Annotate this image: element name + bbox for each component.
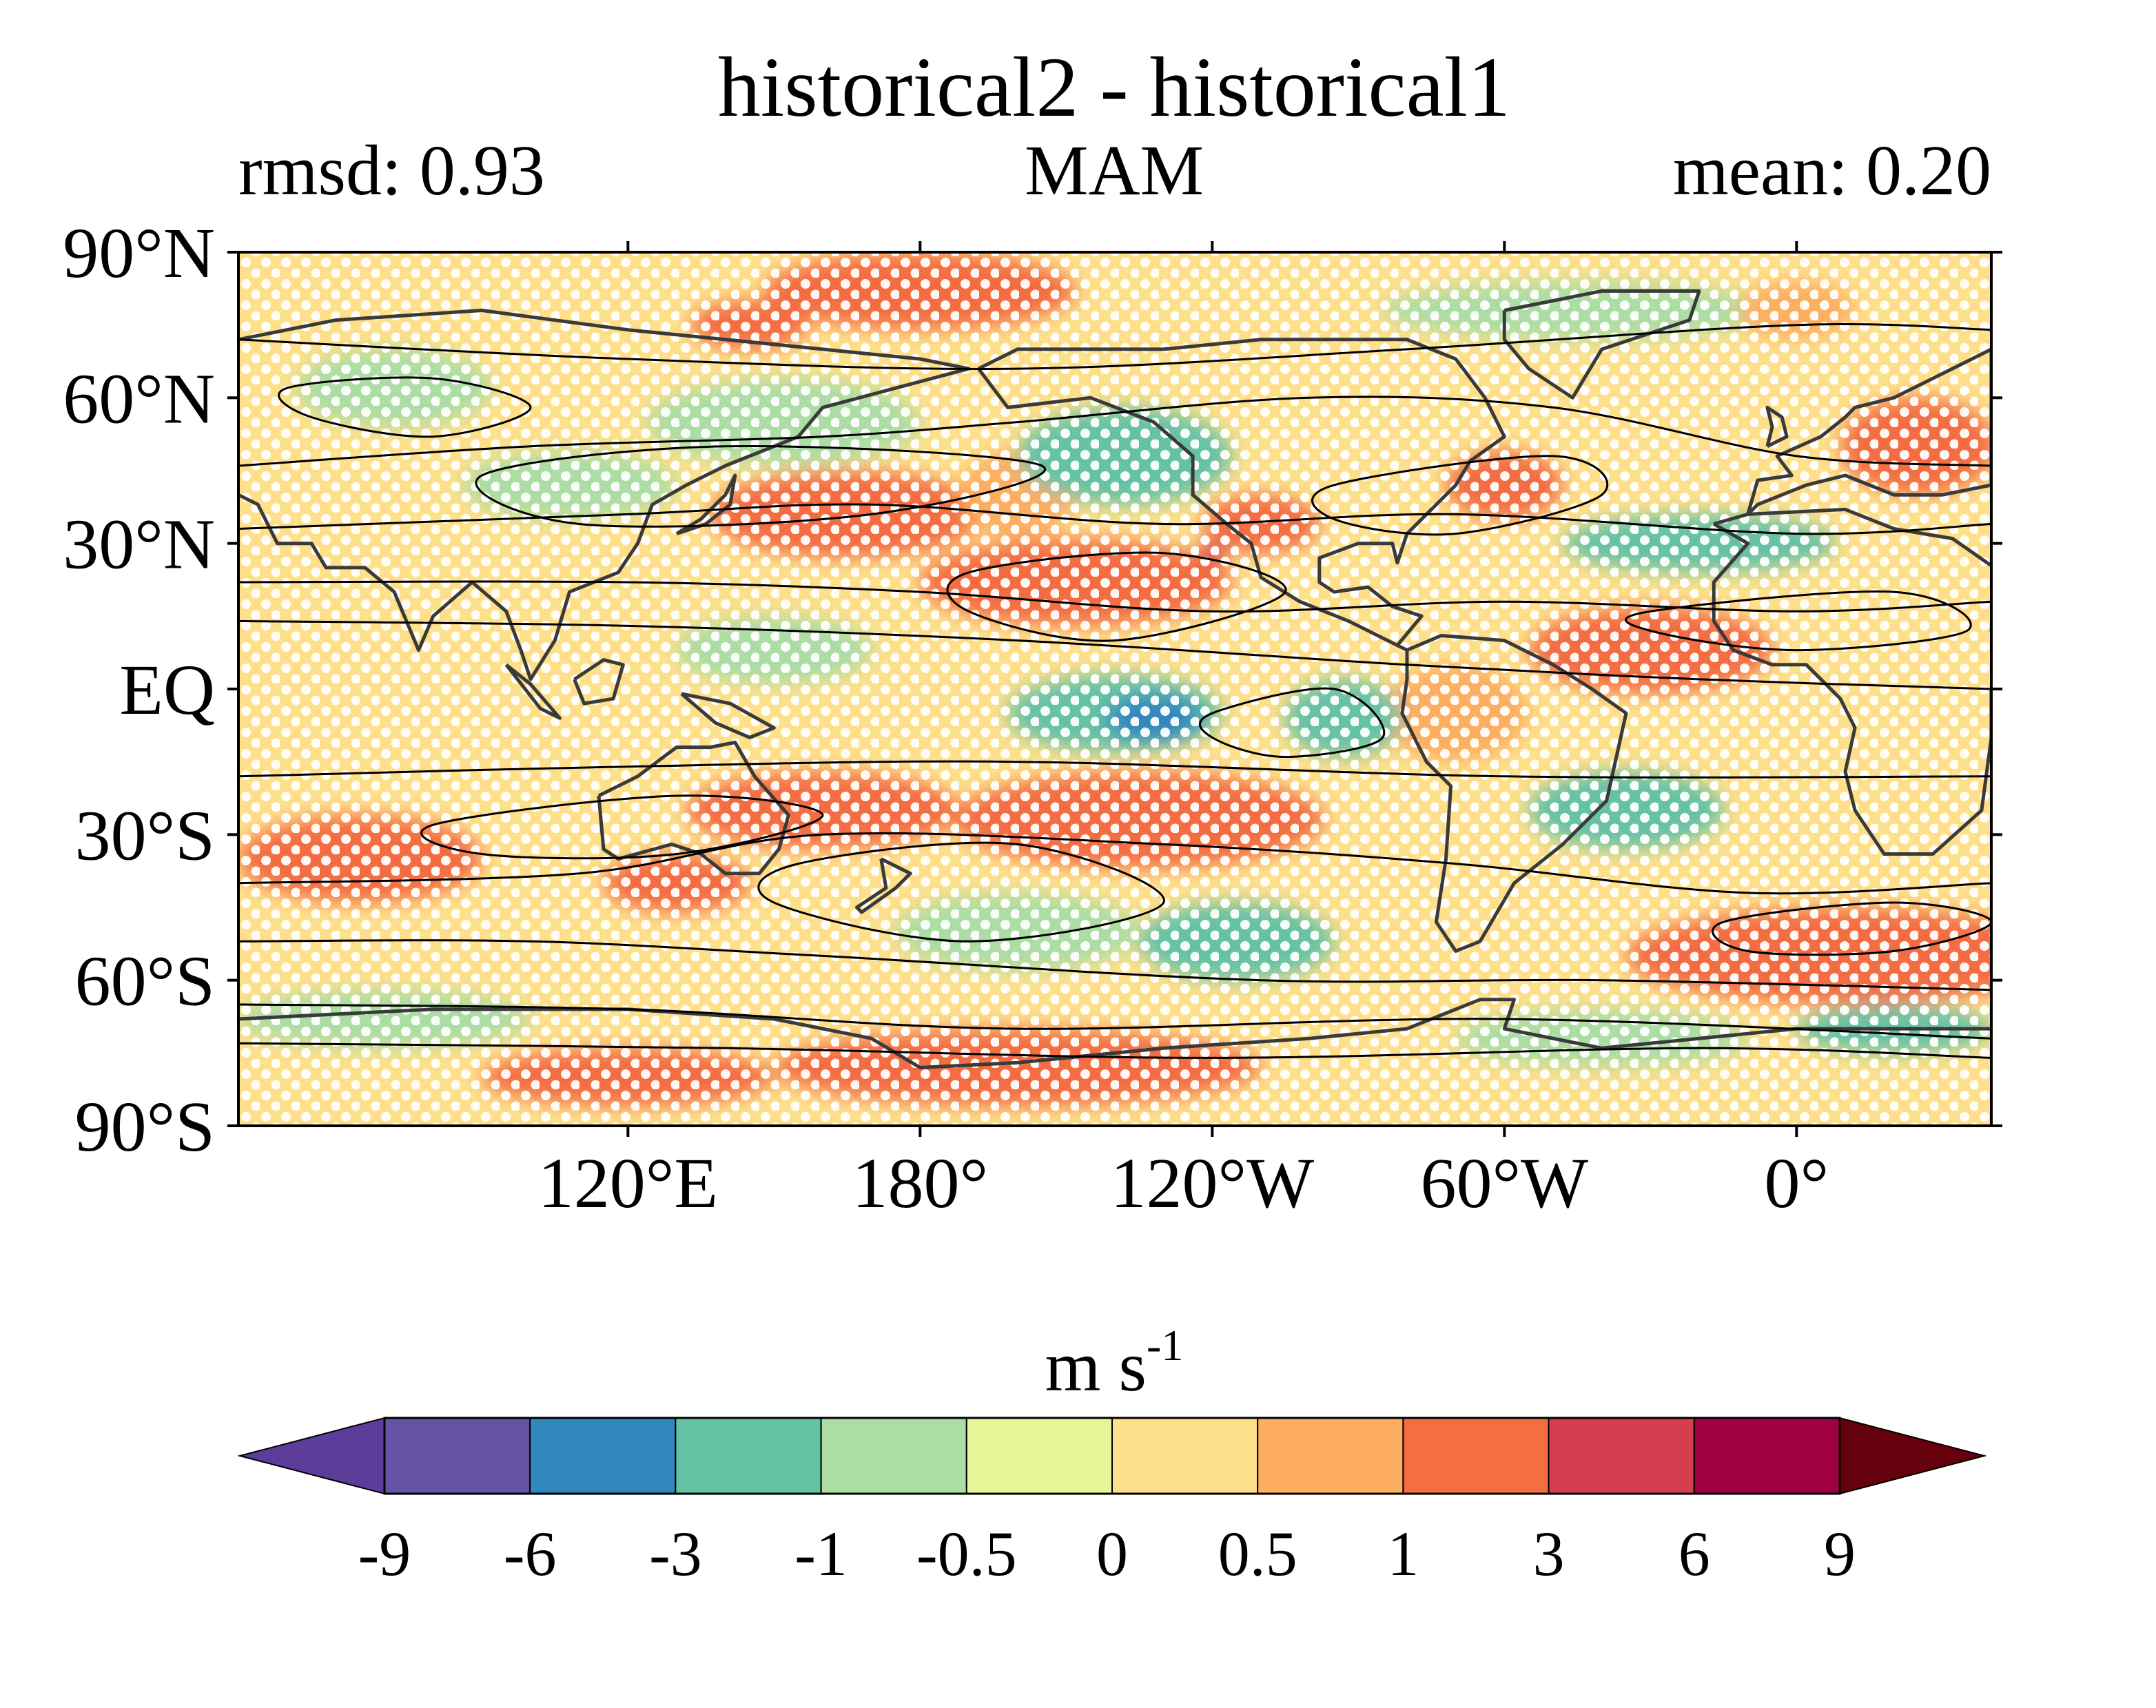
contour-line-1 [238,395,1991,467]
map-plot-area [238,252,2040,1126]
colorbar-tick-label: -1 [794,1519,848,1589]
colorbar-bin [1693,1417,1841,1494]
coastline-asia [238,309,971,681]
contour-line-13 [420,794,824,860]
colorbar-unit-exponent: -1 [1147,1321,1183,1370]
coastline-australia [597,741,790,876]
colorbar-tick-label: 6 [1678,1519,1710,1589]
colorbar-tick-label: -0.5 [916,1519,1017,1589]
contour-line-4 [238,619,1991,690]
colorbar-outline [383,1417,1841,1495]
coastline-north-america [977,338,1506,652]
colorbar-tick-label: 0 [1096,1519,1128,1589]
y-tick-label: 30°N [63,505,215,584]
coastline-antarctica [238,998,1991,1069]
colorbar-tick-label: 1 [1387,1519,1419,1589]
contour-line-10 [1198,687,1386,759]
contour-line-9 [1625,590,1972,652]
coastline-borneo [573,658,625,706]
contour-line-3 [238,580,1991,613]
colorbar-tick-label: -6 [504,1519,557,1589]
coastline-madagascar [2006,748,2040,811]
colorbar-bin [529,1417,677,1494]
colorbar-tick-label: 9 [1824,1519,1856,1589]
climatology-contours [238,322,1991,1059]
contour-line-14 [757,841,1165,943]
colorbar-tick-label: 3 [1533,1519,1565,1589]
colorbar-label: m s-1 [1045,1321,1184,1406]
colorbar-bin [1111,1417,1259,1494]
colorbar-bin [965,1417,1113,1494]
significance-stippling [238,252,1991,1126]
colorbar-bin [675,1417,822,1494]
x-tick-label: 120°E [538,1144,718,1223]
colorbar-tick-label: -9 [358,1519,411,1589]
colorbar-tick-label: -3 [649,1519,702,1589]
x-tick-label: 0° [1765,1144,1829,1223]
coastline-sumatra [504,663,562,720]
coastline-greenland [1502,289,1701,400]
contour-line-6 [475,445,1047,528]
coastline-new-zealand [855,857,912,914]
colorbar-extend-min [237,1417,385,1495]
coastline-south-america [1400,634,1628,953]
chart-title: historical2 - historical1 [718,40,1510,134]
map-axes: 120°E 180° 120°W 60°W 0° 90°N 60°N 30°N EQ 30°S 60… [63,214,2002,1223]
colorbar-bin [384,1417,531,1494]
season-label: MAM [1025,131,1204,210]
contour-line-8 [1311,455,1609,536]
y-tick-label: 60°N [63,359,215,438]
colorbar-bin [1257,1417,1404,1494]
contour-line-5 [278,376,532,438]
y-tick-label: 60°S [75,942,215,1021]
y-tick-label: 90°N [63,214,215,293]
contour-line-18 [238,1042,1991,1059]
contour-line-2 [238,503,1991,535]
contour-line-17 [238,1003,1991,1040]
colorbar-bin [1548,1417,1695,1494]
contour-line-12 [238,832,1991,895]
contour-line-7 [946,551,1287,642]
colorbar-bin [820,1417,967,1494]
x-tick-label: 180° [852,1144,989,1223]
colorbar-tick-label: 0.5 [1218,1519,1297,1589]
colorbar-extend-max [1839,1417,1987,1495]
x-tick-label: 120°W [1110,1144,1314,1223]
colorbar-bin [1402,1417,1550,1494]
y-tick-label: 90°S [75,1087,215,1166]
coastline-new-guinea [680,692,776,739]
y-tick-label: EQ [119,650,215,730]
coastline-japan [675,473,737,535]
coastline-britain [1765,405,1789,449]
contour-line-0 [238,322,1991,370]
contour-line-16 [238,939,1991,991]
contour-line-15 [1712,901,1991,956]
mean-label: mean: 0.20 [1673,131,1991,210]
x-tick-label: 60°W [1420,1144,1588,1223]
y-tick-label: 30°S [75,796,215,875]
colorbar-unit: m s [1045,1327,1147,1406]
rmsd-label: rmsd: 0.93 [238,131,545,210]
colorbar: -9 -6 -3 -1 -0.5 0 0.5 1 3 6 9 [237,1417,1987,1589]
contour-line-11 [238,760,1991,779]
coastline-europe [1746,347,1991,516]
